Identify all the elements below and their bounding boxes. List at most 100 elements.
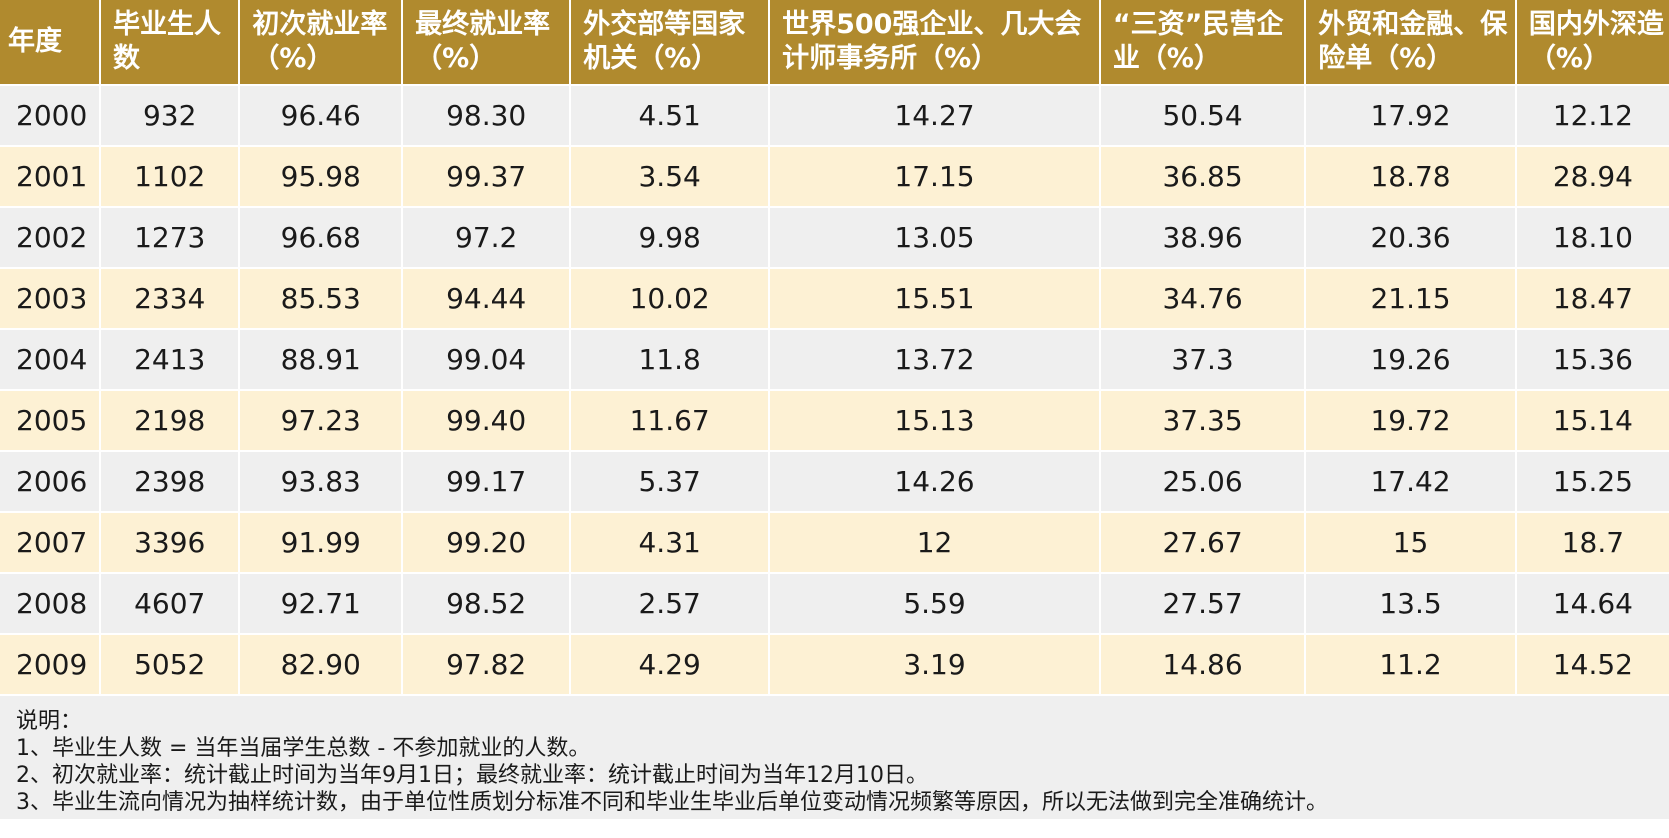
- table-row: 2006 2398 93.83 99.17 5.37 14.26 25.06 17.42 15.…: [0, 452, 1669, 513]
- cell-final-rate: 99.40: [403, 391, 572, 452]
- cell-private-enterprise: 27.57: [1100, 574, 1307, 635]
- table-row: 2005 2198 97.23 99.40 11.67 15.13 37.35 19.72 15…: [0, 391, 1669, 452]
- cell-further-study: 14.64: [1516, 574, 1669, 635]
- cell-government: 9.98: [571, 208, 771, 269]
- cell-government: 4.29: [571, 635, 771, 696]
- column-header-initial-rate: 初次就业率（%）: [240, 0, 404, 86]
- cell-initial-rate: 91.99: [240, 513, 404, 574]
- cell-finance: 18.78: [1306, 147, 1517, 208]
- cell-further-study: 15.36: [1516, 330, 1669, 391]
- cell-graduates: 1273: [101, 208, 241, 269]
- cell-finance: 19.72: [1306, 391, 1517, 452]
- table-row: 2002 1273 96.68 97.2 9.98 13.05 38.96 20.36 18.1…: [0, 208, 1669, 269]
- cell-finance: 17.92: [1306, 86, 1517, 147]
- table-row: 2001 1102 95.98 99.37 3.54 17.15 36.85 18.78 28.…: [0, 147, 1669, 208]
- cell-year: 2008: [0, 574, 102, 635]
- cell-final-rate: 94.44: [403, 269, 572, 330]
- cell-year: 2009: [0, 635, 102, 696]
- cell-finance: 20.36: [1306, 208, 1517, 269]
- cell-government: 2.57: [571, 574, 771, 635]
- cell-initial-rate: 92.71: [240, 574, 404, 635]
- table-row: 2009 5052 82.90 97.82 4.29 3.19 14.86 11.2 14.52: [0, 635, 1669, 696]
- cell-year: 2007: [0, 513, 102, 574]
- column-header-year: 年度: [0, 0, 102, 86]
- column-header-finance: 外贸和金融、保险单（%）: [1306, 0, 1517, 86]
- cell-further-study: 28.94: [1516, 147, 1669, 208]
- cell-year: 2000: [0, 86, 102, 147]
- table-row: 2007 3396 91.99 99.20 4.31 12 27.67 15 18.7: [0, 513, 1669, 574]
- cell-private-enterprise: 50.54: [1100, 86, 1307, 147]
- cell-further-study: 18.10: [1516, 208, 1669, 269]
- cell-fortune500: 15.13: [770, 391, 1101, 452]
- cell-fortune500: 14.26: [770, 452, 1101, 513]
- cell-finance: 21.15: [1306, 269, 1517, 330]
- cell-fortune500: 12: [770, 513, 1101, 574]
- note-line-3: 3、毕业生流向情况为抽样统计数，由于单位性质划分标准不同和毕业生毕业后单位变动情…: [16, 790, 1329, 815]
- cell-graduates: 1102: [101, 147, 241, 208]
- table-row: 2008 4607 92.71 98.52 2.57 5.59 27.57 13.5 14.64: [0, 574, 1669, 635]
- cell-fortune500: 15.51: [770, 269, 1101, 330]
- cell-finance: 17.42: [1306, 452, 1517, 513]
- cell-finance: 13.5: [1306, 574, 1517, 635]
- cell-final-rate: 99.04: [403, 330, 572, 391]
- cell-graduates: 2413: [101, 330, 241, 391]
- cell-initial-rate: 85.53: [240, 269, 404, 330]
- column-header-graduates: 毕业生人数: [101, 0, 241, 86]
- cell-further-study: 15.25: [1516, 452, 1669, 513]
- table-row: 2004 2413 88.91 99.04 11.8 13.72 37.3 19.26 15.3…: [0, 330, 1669, 391]
- cell-year: 2003: [0, 269, 102, 330]
- cell-year: 2006: [0, 452, 102, 513]
- cell-graduates: 2398: [101, 452, 241, 513]
- cell-fortune500: 13.72: [770, 330, 1101, 391]
- cell-further-study: 15.14: [1516, 391, 1669, 452]
- cell-government: 4.31: [571, 513, 771, 574]
- column-header-government: 外交部等国家机关（%）: [571, 0, 771, 86]
- column-header-further-study: 国内外深造（%）: [1516, 0, 1669, 86]
- cell-government: 5.37: [571, 452, 771, 513]
- cell-final-rate: 99.20: [403, 513, 572, 574]
- cell-initial-rate: 88.91: [240, 330, 404, 391]
- cell-fortune500: 14.27: [770, 86, 1101, 147]
- cell-initial-rate: 82.90: [240, 635, 404, 696]
- cell-graduates: 932: [101, 86, 241, 147]
- table-body: 2000 932 96.46 98.30 4.51 14.27 50.54 17.92 12.1…: [0, 86, 1669, 696]
- column-header-private-enterprise: “三资”民营企业（%）: [1100, 0, 1307, 86]
- cell-final-rate: 97.82: [403, 635, 572, 696]
- cell-graduates: 4607: [101, 574, 241, 635]
- table-header: 年度 毕业生人数 初次就业率（%） 最终就业率（%） 外交部等国家机关（%） 世…: [0, 0, 1669, 86]
- cell-private-enterprise: 36.85: [1100, 147, 1307, 208]
- cell-final-rate: 98.30: [403, 86, 572, 147]
- cell-government: 10.02: [571, 269, 771, 330]
- cell-private-enterprise: 14.86: [1100, 635, 1307, 696]
- cell-fortune500: 17.15: [770, 147, 1101, 208]
- cell-initial-rate: 95.98: [240, 147, 404, 208]
- notes-title: 说明：: [16, 709, 83, 734]
- cell-finance: 15: [1306, 513, 1517, 574]
- employment-statistics-table: 年度 毕业生人数 初次就业率（%） 最终就业率（%） 外交部等国家机关（%） 世…: [0, 0, 1669, 696]
- cell-graduates: 2198: [101, 391, 241, 452]
- cell-private-enterprise: 38.96: [1100, 208, 1307, 269]
- cell-final-rate: 99.37: [403, 147, 572, 208]
- cell-final-rate: 98.52: [403, 574, 572, 635]
- cell-fortune500: 3.19: [770, 635, 1101, 696]
- cell-government: 4.51: [571, 86, 771, 147]
- cell-further-study: 18.7: [1516, 513, 1669, 574]
- cell-initial-rate: 97.23: [240, 391, 404, 452]
- table-row: 2003 2334 85.53 94.44 10.02 15.51 34.76 21.15 18…: [0, 269, 1669, 330]
- cell-initial-rate: 93.83: [240, 452, 404, 513]
- note-line-1: 1、毕业生人数 = 当年当届学生总数 - 不参加就业的人数。: [16, 736, 591, 761]
- cell-government: 11.67: [571, 391, 771, 452]
- cell-fortune500: 5.59: [770, 574, 1101, 635]
- cell-year: 2002: [0, 208, 102, 269]
- cell-private-enterprise: 37.35: [1100, 391, 1307, 452]
- cell-year: 2004: [0, 330, 102, 391]
- cell-initial-rate: 96.68: [240, 208, 404, 269]
- cell-graduates: 5052: [101, 635, 241, 696]
- employment-table-page: 年度 毕业生人数 初次就业率（%） 最终就业率（%） 外交部等国家机关（%） 世…: [0, 0, 1669, 819]
- column-header-fortune500: 世界500强企业、几大会计师事务所（%）: [770, 0, 1101, 86]
- cell-further-study: 18.47: [1516, 269, 1669, 330]
- cell-private-enterprise: 34.76: [1100, 269, 1307, 330]
- cell-government: 11.8: [571, 330, 771, 391]
- cell-year: 2001: [0, 147, 102, 208]
- cell-final-rate: 99.17: [403, 452, 572, 513]
